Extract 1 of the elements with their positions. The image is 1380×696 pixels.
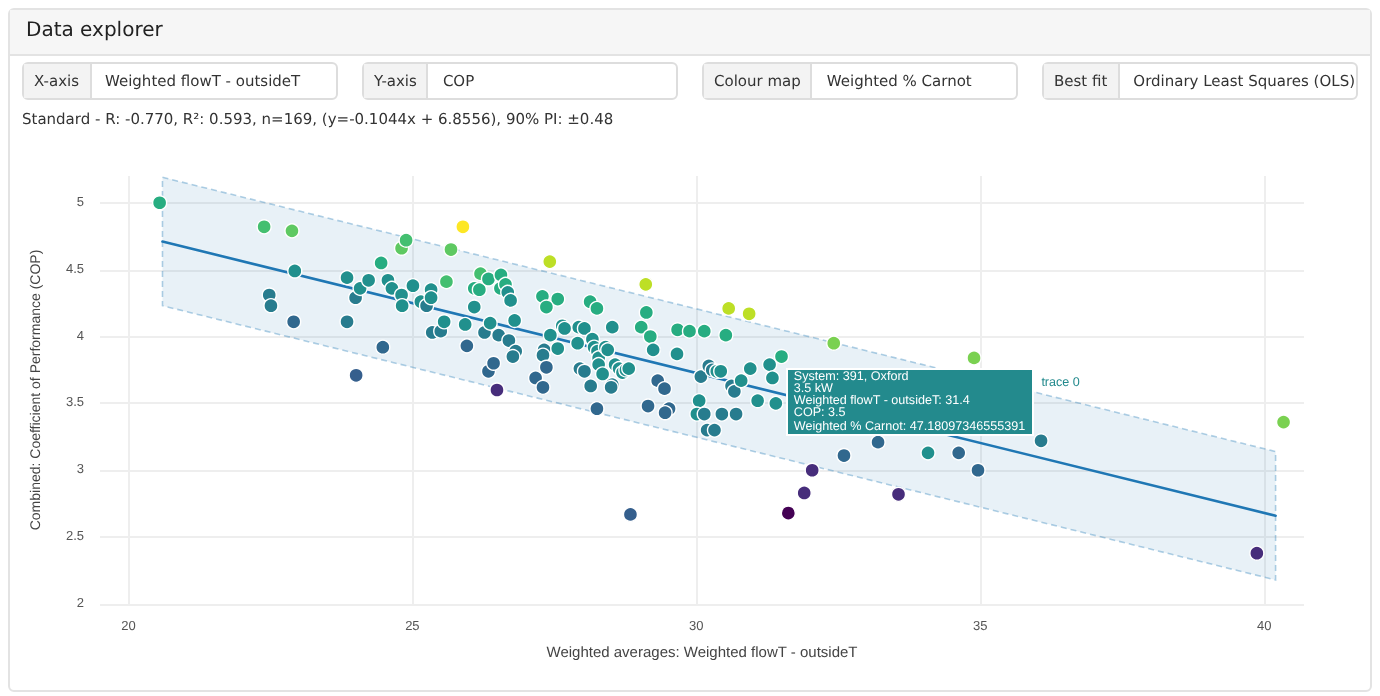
chart-title: Data explorer [10,10,1370,56]
